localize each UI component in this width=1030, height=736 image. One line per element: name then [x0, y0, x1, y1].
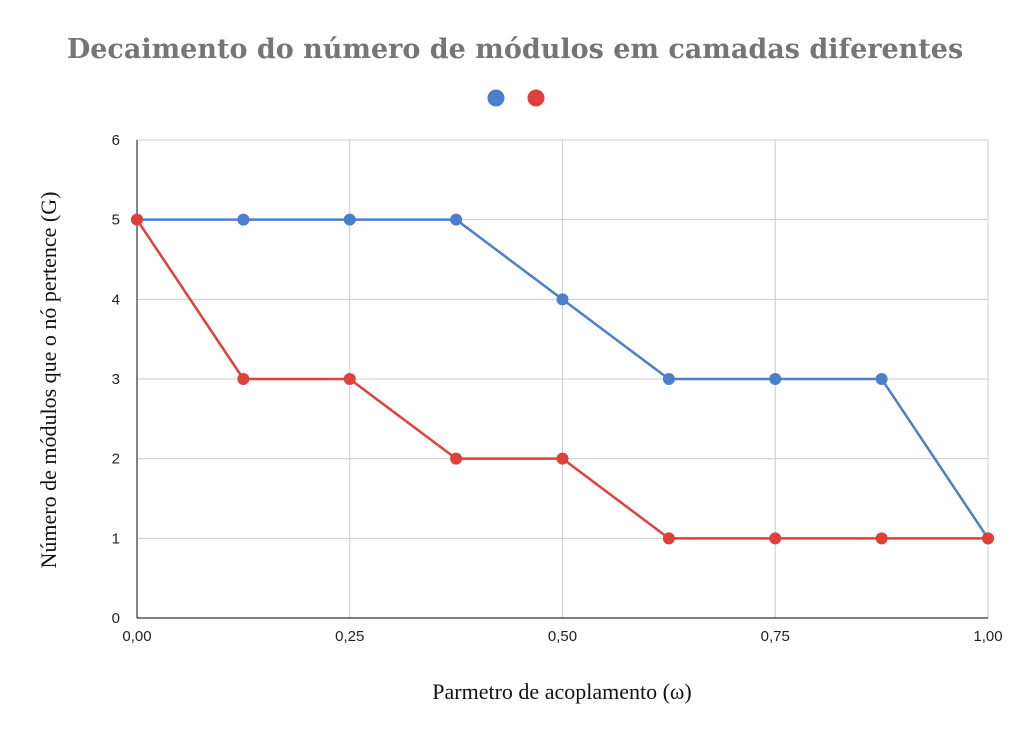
series-2-point	[662, 532, 675, 545]
series-2-point	[131, 213, 143, 226]
x-tick-label: 0,50	[548, 628, 577, 645]
y-tick-label: 1	[112, 530, 120, 547]
y-axis-label: Número de módulos que o nó pertence (G)	[36, 192, 61, 569]
x-tick-label: 1,00	[973, 628, 1002, 645]
series-2-point	[556, 452, 569, 465]
series-2-point	[769, 532, 782, 545]
chart-title: Decaimento do número de módulos em camad…	[67, 34, 963, 65]
legend-marker-series-1	[487, 89, 505, 107]
legend	[487, 89, 545, 107]
y-tick-label: 2	[112, 451, 120, 468]
series-2-point	[875, 532, 888, 545]
y-tick-label: 5	[112, 212, 120, 229]
series-layer	[131, 213, 994, 545]
series-1-point	[875, 373, 888, 385]
series-2-point	[982, 532, 994, 545]
y-tick-label: 4	[112, 291, 120, 308]
legend-marker-series-2	[527, 89, 545, 107]
x-tick-label: 0,25	[335, 628, 364, 645]
series-1-point	[662, 373, 675, 385]
x-tick-label: 0,75	[761, 628, 790, 645]
y-tick-label: 6	[112, 132, 120, 149]
series-1-point	[769, 373, 782, 385]
series-2-point	[343, 373, 356, 385]
y-tick-label: 0	[112, 610, 120, 627]
y-tick-label: 3	[112, 371, 120, 388]
series-1-point	[343, 213, 356, 226]
tick-labels: 0 1 2 3 4 5 6 0,00 0,25 0,50 0,75 1,00	[112, 132, 1003, 645]
x-tick-label: 0,00	[122, 628, 151, 645]
series-2-point	[450, 452, 463, 465]
series-1-point	[237, 213, 250, 226]
x-axis-label: Parmetro de acoplamento (ω)	[432, 679, 691, 704]
series-1-point	[450, 213, 463, 226]
series-1-point	[556, 293, 569, 306]
series-2-point	[237, 373, 250, 385]
